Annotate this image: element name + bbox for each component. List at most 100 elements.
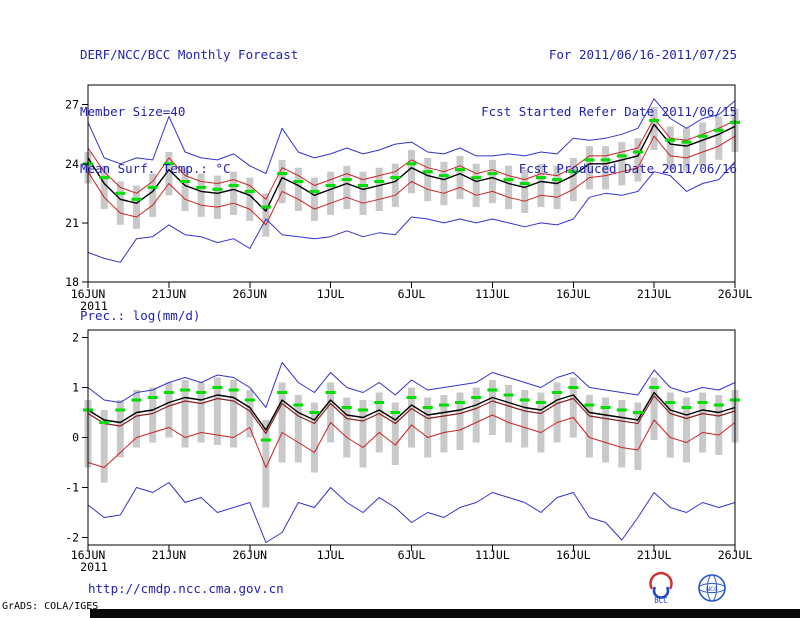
bcc-logo-text: BCC xyxy=(654,596,668,605)
spread-bar xyxy=(181,380,189,448)
spread-bar xyxy=(230,171,238,215)
spread-bar xyxy=(569,377,577,438)
precipitation-series-median-marker xyxy=(83,386,740,442)
spread-bar xyxy=(715,395,723,455)
spread-bar xyxy=(488,380,496,435)
series-line-minus-sigma xyxy=(87,135,736,226)
spread-bar xyxy=(521,390,529,448)
bcc-logo-red-arc xyxy=(649,571,673,590)
spread-bar xyxy=(424,397,432,458)
precipitation-series-ensemble-min xyxy=(87,482,736,543)
ncc-logo: NCC xyxy=(698,574,726,602)
spread-bar xyxy=(537,163,545,208)
spread-bar xyxy=(440,161,448,206)
spread-bar xyxy=(634,402,642,470)
spread-bar xyxy=(456,155,464,200)
spread-bar xyxy=(343,165,351,210)
ncc-logo-longitude xyxy=(707,574,717,602)
spread-bar xyxy=(262,420,270,508)
spread-bar xyxy=(278,382,286,463)
x-tick-label: 6JUL xyxy=(398,548,426,562)
x-tick-label: 1JUL xyxy=(317,287,345,301)
y-tick-label: 21 xyxy=(65,216,79,230)
spread-bar xyxy=(100,165,108,210)
x-tick-label: 26JUN xyxy=(232,548,267,562)
website-url: http://cmdp.ncc.cma.gov.cn xyxy=(88,581,284,596)
spread-bar xyxy=(618,142,626,186)
header-right: For 2011/06/16-2011/07/25 Fcst Started R… xyxy=(481,7,737,216)
spread-bar xyxy=(472,387,480,443)
x-tick-label: 26JUN xyxy=(232,287,267,301)
spread-bar xyxy=(505,385,513,443)
x-tick-label: 26JUL xyxy=(718,287,753,301)
spread-bar xyxy=(246,390,254,438)
spread-bar xyxy=(585,395,593,458)
spread-bar xyxy=(408,150,415,194)
spread-bar xyxy=(391,402,399,465)
spread-bar xyxy=(327,382,335,443)
header-left: DERF/NCC/BCC Monthly Forecast Member Siz… xyxy=(80,7,298,216)
refer-date-label: Fcst Started Refer Date 2011/06/15 xyxy=(481,104,737,119)
ncc-logo-latitude xyxy=(698,583,726,593)
spread-bar xyxy=(391,163,399,208)
series-line-median-line xyxy=(87,395,736,435)
spread-bar xyxy=(521,169,529,213)
spread-bar xyxy=(100,410,108,483)
series-line-lower-spread xyxy=(87,414,736,468)
precipitation-series-median-line xyxy=(87,395,736,435)
spread-bar xyxy=(537,392,545,453)
precipitation-series-ensemble-max xyxy=(87,362,736,408)
spread-bar xyxy=(699,122,707,166)
x-year-label: 2011 xyxy=(80,299,108,313)
x-tick-label: 21JUL xyxy=(637,548,672,562)
spread-bar xyxy=(666,392,674,458)
spread-bar xyxy=(683,397,690,463)
series-line-ensemble-min xyxy=(87,161,736,263)
spread-bar xyxy=(424,157,432,202)
spread-bar xyxy=(149,173,157,217)
surface-temp-series-plus-sigma xyxy=(87,118,736,200)
series-line-ensemble-min xyxy=(87,482,736,543)
spread-bar xyxy=(553,382,561,443)
spread-bar xyxy=(618,400,626,468)
spread-bar xyxy=(602,146,610,190)
spread-bar xyxy=(165,382,173,438)
bcc-logo: BCC xyxy=(649,571,673,605)
spread-bar xyxy=(343,397,351,458)
precipitation-series xyxy=(83,362,740,543)
surface-temp-series-ensemble-min xyxy=(87,161,736,263)
grads-credit: GrADS: COLA/IGES xyxy=(2,601,99,612)
spread-bar xyxy=(715,116,723,160)
spread-bar xyxy=(505,165,513,210)
y-tick-label: 2 xyxy=(72,331,79,345)
x-year-label: 2011 xyxy=(80,560,108,574)
surface-temp-series-ensemble-max xyxy=(87,98,736,175)
precipitation-series-spread-bar xyxy=(84,377,739,508)
spread-bar xyxy=(456,392,464,450)
x-tick-label: 16JUN xyxy=(71,287,106,301)
x-tick-label: 21JUN xyxy=(152,548,187,562)
spread-bar xyxy=(585,146,593,190)
spread-bar xyxy=(197,173,205,217)
forecast-range-label: For 2011/06/16-2011/07/25 xyxy=(548,47,737,62)
spread-bar xyxy=(197,382,205,443)
spread-bar xyxy=(181,167,189,211)
x-tick-label: 11JUL xyxy=(475,287,510,301)
spread-bar xyxy=(375,392,383,453)
chart-title: DERF/NCC/BCC Monthly Forecast xyxy=(80,47,299,62)
spread-bar xyxy=(666,126,674,170)
y-tick-label: 24 xyxy=(65,157,79,171)
ncc-logo-text: NCC xyxy=(706,585,718,593)
spread-bar xyxy=(149,387,157,443)
x-tick-label: 1JUL xyxy=(317,548,345,562)
spread-bar xyxy=(116,400,124,458)
spread-bar xyxy=(375,167,383,211)
spread-bar xyxy=(165,152,173,196)
surface-temp-panel: 18 21 24 27 16JUN 21JUN 26JUN 1JUL 6JUL 11JUL 16JU… xyxy=(65,84,753,313)
x-tick-label: 26JUL xyxy=(718,548,753,562)
spread-bar xyxy=(246,177,254,221)
bottom-bar xyxy=(90,609,800,618)
y-tick-label: -1 xyxy=(65,481,79,495)
series-line-plus-sigma xyxy=(87,118,736,200)
series-line-ensemble-max xyxy=(87,362,736,408)
